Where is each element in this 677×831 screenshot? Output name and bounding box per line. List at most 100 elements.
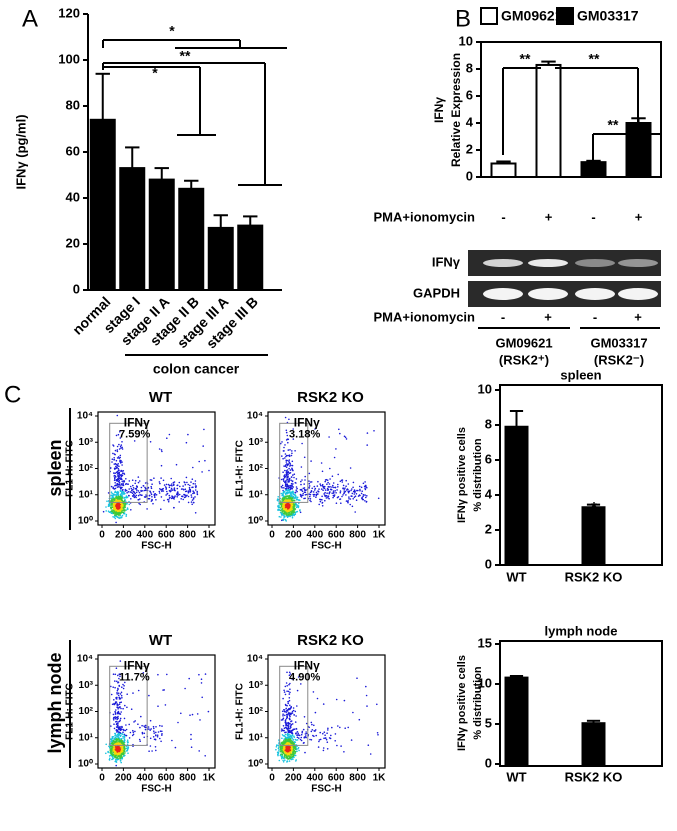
flow-dot <box>116 473 119 475</box>
flow-dot <box>361 497 363 500</box>
flow-dot <box>122 470 125 472</box>
gel-lane-label: + <box>634 309 642 324</box>
flow-dot <box>295 504 298 506</box>
flow-dot <box>289 469 292 471</box>
flow-dot <box>308 487 311 489</box>
flow-dot <box>199 719 201 721</box>
flow-dot <box>132 733 135 736</box>
gel-band <box>483 288 523 300</box>
flow-dot <box>288 459 291 461</box>
flow-dot <box>128 488 130 490</box>
y-tick-label: 0 <box>485 556 492 571</box>
flow-dot <box>325 478 328 481</box>
significance-mark: ** <box>589 51 600 67</box>
flow-dot <box>327 729 329 731</box>
flow-dot <box>344 487 346 489</box>
flow-dot <box>298 749 300 752</box>
flow-dot <box>121 461 123 463</box>
y-tick-label: 0 <box>466 168 473 183</box>
flow-dot <box>361 490 364 493</box>
flow-dot <box>320 484 322 487</box>
flow-dot <box>124 500 127 502</box>
gel-band <box>618 288 658 300</box>
flow-dot <box>166 673 168 676</box>
flow-dot <box>119 431 121 433</box>
bar <box>581 722 606 766</box>
flow-dot <box>286 459 289 462</box>
flow-dot <box>313 730 316 732</box>
flow-dot <box>343 751 345 753</box>
flow-dot <box>290 505 292 507</box>
flow-dot <box>290 706 293 709</box>
flow-dot <box>349 467 352 469</box>
flow-dot <box>108 505 111 507</box>
flow-dot <box>112 444 114 446</box>
flow-dot <box>317 480 319 483</box>
flow-dot <box>282 752 285 755</box>
flow-dot <box>118 474 120 476</box>
flow-dot <box>287 454 289 457</box>
flow-dot <box>287 702 290 705</box>
flow-dot <box>111 458 114 461</box>
flow-dot <box>168 433 171 436</box>
flow-dot <box>351 492 354 495</box>
flow-dot <box>177 493 179 495</box>
bar <box>490 162 517 178</box>
y-axis-label: IFNγ <box>432 97 446 123</box>
flow-dot <box>275 746 278 748</box>
flow-dot <box>120 475 123 478</box>
flow-y-tick-label: 10⁴ <box>247 654 263 665</box>
flow-dot <box>290 487 293 490</box>
flow-dot <box>183 496 186 499</box>
x-tick-label: + <box>635 209 643 224</box>
flow-dot <box>158 490 161 493</box>
gate-label: IFNγ <box>294 415 320 429</box>
y-tick-label: 0 <box>73 281 80 296</box>
y-tick-label: 6 <box>485 451 492 466</box>
flow-dot <box>282 743 285 745</box>
y-tick-label: 5 <box>485 715 492 730</box>
flow-dot <box>111 461 113 463</box>
flow-dot <box>120 728 123 731</box>
flow-dot <box>173 487 176 489</box>
flow-dot <box>113 723 115 725</box>
flow-dot <box>118 465 120 468</box>
flow-dot <box>153 493 156 496</box>
flow-dot <box>281 487 283 489</box>
flow-dot <box>292 508 295 510</box>
flow-dot <box>117 456 120 458</box>
flow-dot <box>288 472 291 475</box>
flow-dot <box>286 749 288 752</box>
flow-dot <box>140 715 142 718</box>
flow-dot <box>114 494 116 496</box>
flow-dot <box>305 735 307 737</box>
flow-x-tick-label: 400 <box>136 530 153 541</box>
flow-dot <box>293 741 296 743</box>
flow-dot <box>364 494 366 496</box>
flow-dot <box>137 689 140 692</box>
flow-dot <box>282 478 285 481</box>
flow-dot <box>115 753 118 755</box>
flow-dot <box>121 480 123 483</box>
flow-dot <box>124 498 126 501</box>
flow-dot <box>287 477 289 479</box>
gel-lane-label: + <box>544 309 552 324</box>
flow-dot <box>321 502 324 504</box>
flow-dot <box>297 747 299 750</box>
flow-dot <box>277 508 279 511</box>
flow-dot <box>293 714 295 716</box>
flow-dot <box>323 731 326 733</box>
flow-dot <box>324 737 327 739</box>
flow-dot <box>337 486 339 488</box>
flow-dot <box>340 502 342 505</box>
flow-dot <box>283 487 285 489</box>
flow-dot <box>134 492 136 495</box>
flow-dot <box>285 473 288 476</box>
flow-dot <box>170 489 172 491</box>
flow-dot <box>348 490 351 493</box>
flow-dot <box>327 727 329 730</box>
flow-dot <box>114 453 116 456</box>
flow-dot <box>293 473 296 476</box>
flow-dot <box>287 514 290 516</box>
flow-dot <box>180 712 182 715</box>
